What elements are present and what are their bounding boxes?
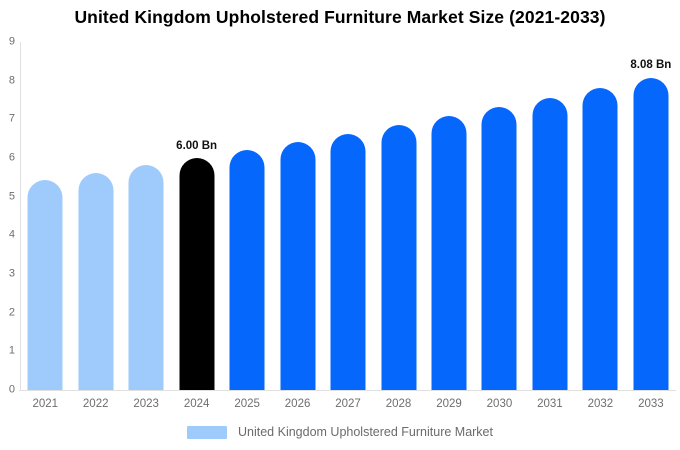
y-tick-label: 6 bbox=[8, 151, 15, 164]
bar-2030[interactable] bbox=[481, 107, 517, 390]
bar-2022[interactable] bbox=[78, 172, 114, 390]
legend-item[interactable]: United Kingdom Upholstered Furniture Mar… bbox=[0, 426, 680, 439]
x-tick-label: 2023 bbox=[133, 398, 159, 410]
legend-label: United Kingdom Upholstered Furniture Mar… bbox=[238, 425, 493, 440]
y-tick-label: 5 bbox=[8, 190, 15, 203]
y-axis: 0 1 2 3 4 5 6 7 8 9 bbox=[0, 36, 15, 395]
x-tick-label: 2021 bbox=[32, 398, 59, 410]
x-tick-label: 2028 bbox=[385, 398, 412, 410]
bar-slot: 8.08 Bn bbox=[626, 42, 676, 390]
y-tick-label: 4 bbox=[8, 228, 15, 241]
bar-2026[interactable] bbox=[280, 142, 316, 390]
plot-area: 6.00 Bn 8.08 Bn bbox=[20, 42, 676, 390]
y-tick-label: 7 bbox=[8, 112, 15, 125]
y-tick-label: 9 bbox=[8, 35, 15, 48]
bar-2027[interactable] bbox=[330, 134, 366, 390]
bar-slot bbox=[575, 42, 625, 390]
x-tick-label: 2025 bbox=[234, 398, 260, 410]
y-tick-label: 0 bbox=[8, 383, 15, 396]
x-tick-label: 2026 bbox=[284, 398, 311, 410]
y-tick-label: 1 bbox=[8, 344, 15, 357]
bar-slot bbox=[272, 42, 322, 390]
bar-2033[interactable] bbox=[633, 77, 669, 390]
bar-slot bbox=[222, 42, 272, 390]
bar-2023[interactable] bbox=[128, 165, 164, 390]
bar-2032[interactable] bbox=[582, 88, 618, 390]
x-tick-label: 2033 bbox=[638, 398, 664, 410]
chart-title: United Kingdom Upholstered Furniture Mar… bbox=[74, 7, 606, 27]
x-tick-label: 2024 bbox=[183, 398, 210, 410]
bar-slot bbox=[373, 42, 423, 390]
x-axis: 2021 2022 2023 2024 2025 2026 2027 2028 2029 2030… bbox=[20, 398, 676, 412]
bar-2025[interactable] bbox=[229, 150, 265, 390]
bar-slot bbox=[424, 42, 474, 390]
x-tick-label: 2022 bbox=[82, 398, 109, 410]
bar-slot bbox=[474, 42, 524, 390]
bar-slot bbox=[323, 42, 373, 390]
x-axis-line bbox=[19, 390, 676, 391]
bar-value-label: 6.00 Bn bbox=[176, 139, 218, 152]
y-tick-label: 2 bbox=[8, 306, 15, 319]
x-tick-label: 2030 bbox=[486, 398, 513, 410]
bar-value-label: 8.08 Bn bbox=[630, 59, 672, 72]
x-tick-label: 2027 bbox=[335, 398, 361, 410]
bar-slot bbox=[70, 42, 120, 390]
bar-2028[interactable] bbox=[381, 125, 417, 390]
bar-2031[interactable] bbox=[532, 97, 568, 390]
bar-2024[interactable] bbox=[179, 158, 215, 390]
x-tick-label: 2029 bbox=[436, 398, 462, 410]
y-tick-label: 3 bbox=[8, 267, 15, 280]
bar-2029[interactable] bbox=[431, 116, 467, 390]
bar-slot bbox=[20, 42, 70, 390]
bar-slot bbox=[121, 42, 171, 390]
legend-swatch-icon bbox=[187, 426, 227, 439]
x-tick-label: 2032 bbox=[587, 398, 614, 410]
x-tick-label: 2031 bbox=[537, 398, 563, 410]
y-axis-line bbox=[20, 42, 21, 391]
bar-slot: 6.00 Bn bbox=[171, 42, 221, 390]
bar-slot bbox=[525, 42, 575, 390]
bar-2021[interactable] bbox=[27, 180, 63, 390]
y-tick-label: 8 bbox=[8, 74, 15, 87]
